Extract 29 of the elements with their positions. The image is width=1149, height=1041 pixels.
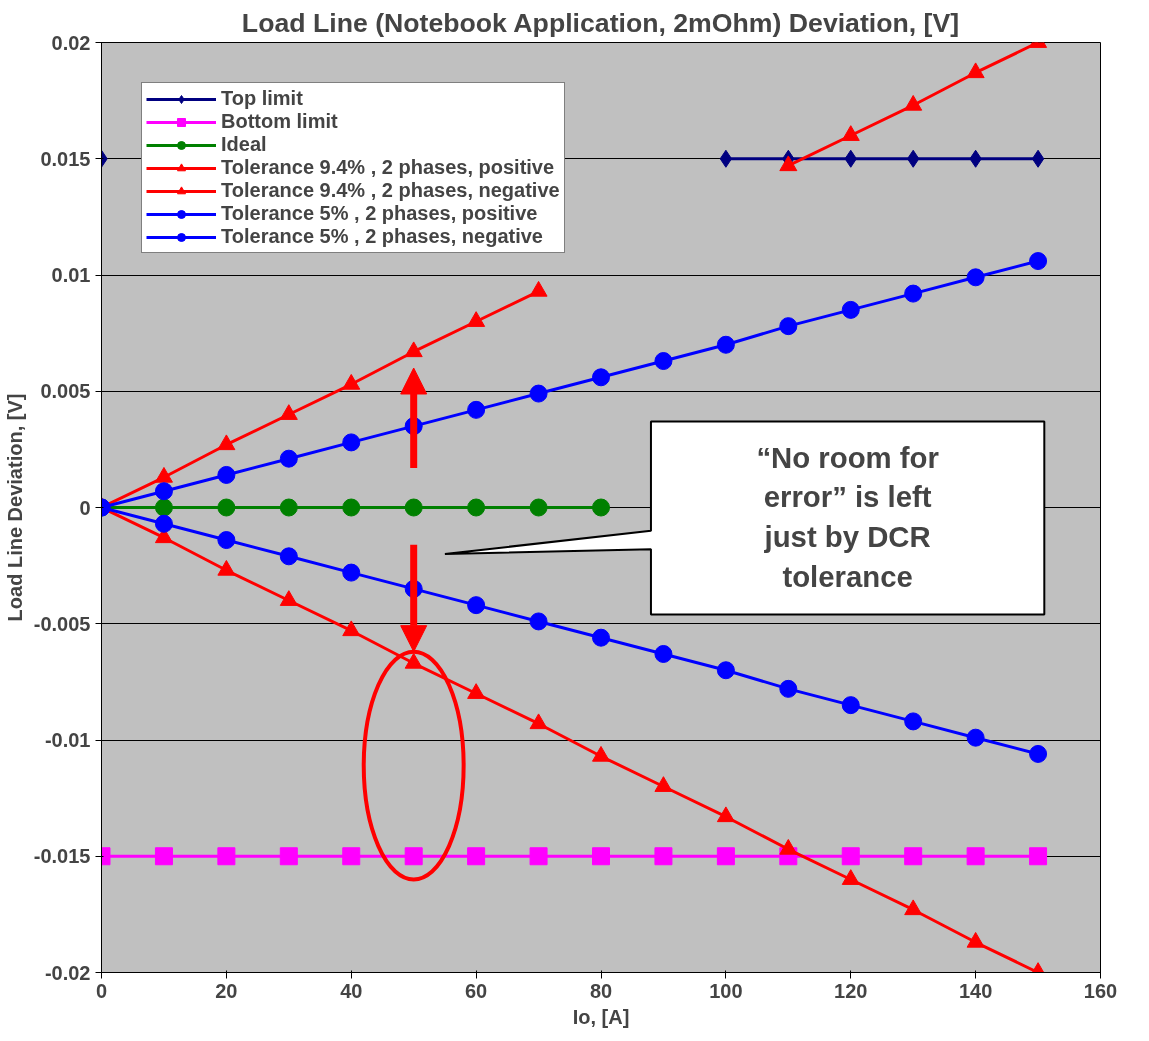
legend-label: Tolerance 5% , 2 phases, negative (221, 225, 543, 248)
legend-label: Top limit (221, 87, 303, 110)
x-axis-title: Io, [A] (572, 1005, 630, 1028)
chart-title: Load Line (Notebook Application, 2mOhm) Deviation, [V] (241, 7, 960, 38)
y-tick-label: -0.005 (33, 612, 91, 635)
y-tick-label: 0.005 (40, 380, 91, 403)
x-tick-label: 60 (465, 979, 488, 1002)
x-tick-label: 140 (958, 979, 993, 1002)
x-tick-label: 20 (215, 979, 238, 1002)
x-tick-label: 100 (709, 979, 743, 1002)
legend-label: Bottom limit (221, 110, 338, 133)
y-tick-label: -0.01 (44, 729, 91, 751)
legend-label: Ideal (221, 133, 267, 156)
x-tick-label: 120 (834, 979, 868, 1002)
legend-label: Tolerance 5% , 2 phases, positive (221, 202, 538, 225)
x-tick-label: 80 (589, 979, 613, 1002)
y-tick-label: 0 (79, 496, 91, 519)
legend-label: Tolerance 9.4% , 2 phases, positive (221, 156, 555, 179)
y-tick-label: -0.02 (44, 961, 91, 984)
x-tick-label: 40 (340, 979, 363, 1002)
y-tick-label: 0.015 (40, 147, 91, 170)
x-tick-label: 0 (95, 979, 108, 1002)
y-axis-title: Load Line Deviation, [V] (3, 393, 26, 622)
legend-label: Tolerance 9.4% , 2 phases, negative (221, 179, 560, 202)
annotation: “No room for error” is left just by DCR tolerance (756, 440, 939, 593)
y-tick-label: 0.02 (51, 31, 91, 54)
y-tick-label: 0.01 (51, 264, 91, 286)
x-tick-label: 160 (1083, 979, 1118, 1002)
y-tick-label: -0.015 (33, 845, 91, 868)
